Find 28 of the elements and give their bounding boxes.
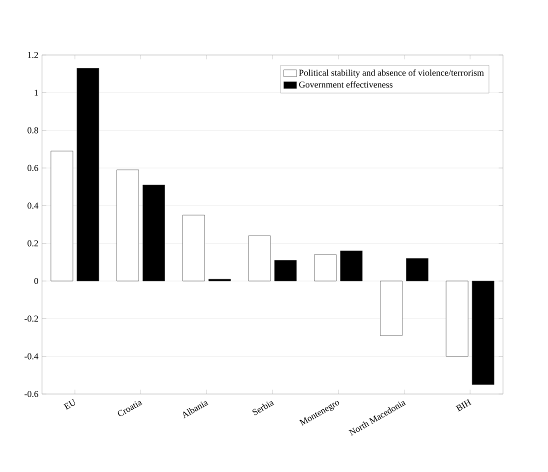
y-tick-label: 1 (34, 90, 38, 96)
y-tick-label: -0.2 (24, 316, 38, 322)
legend-label: Political stability and absence of violence/terrorism (299, 69, 484, 78)
y-tick-label: 0.6 (28, 164, 38, 172)
y-tick-label: 0.4 (28, 202, 38, 209)
bar (50, 150, 74, 282)
y-tick-label: -0.6 (24, 390, 38, 398)
bar (182, 214, 205, 282)
x-tick-label: Serbia (252, 401, 274, 416)
bar (248, 236, 271, 282)
bar (142, 184, 165, 282)
y-tick-label: 0.8 (28, 127, 38, 134)
bar (116, 170, 139, 282)
bar (472, 280, 494, 385)
legend-label: Government effectiveness (299, 81, 393, 88)
y-tick-label: 0 (34, 278, 38, 284)
y-tick-label: 1.2 (28, 52, 38, 58)
bar (340, 250, 363, 282)
bar (446, 280, 468, 357)
bar (76, 68, 100, 282)
bar (274, 260, 297, 282)
bar (406, 258, 428, 282)
y-tick-label: -0.4 (24, 353, 38, 360)
bar (314, 254, 337, 282)
y-tick-label: 0.2 (28, 240, 38, 246)
x-tick-label: EU (63, 398, 76, 410)
bar (380, 280, 402, 336)
x-tick-label: BIH (456, 398, 472, 412)
